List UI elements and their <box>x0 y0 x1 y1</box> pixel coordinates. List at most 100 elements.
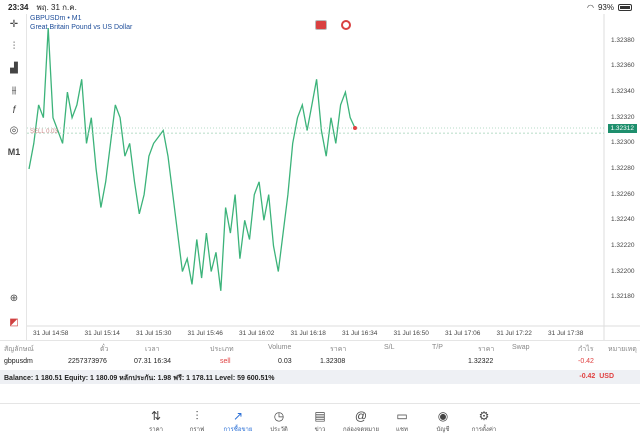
balance-bar: Balance: 1 180.51 Equity: 1 180.09 หลักป… <box>0 370 640 384</box>
row-current-price: 1.32322 <box>468 358 494 365</box>
time-tick-label: 31 Jul 17:38 <box>548 330 584 337</box>
nav-history[interactable]: ◷ ประวัติ <box>259 408 299 434</box>
one-click-icon[interactable]: ◩ <box>9 316 19 328</box>
time-tick-label: 31 Jul 16:02 <box>239 330 275 337</box>
nav-mailbox[interactable]: @ กล่องจดหมาย <box>341 408 381 434</box>
price-tick-label: 1.32300 <box>611 139 635 147</box>
header-time: เวลา <box>145 346 160 353</box>
news-icon: ▤ <box>314 409 326 423</box>
positions-table-header: สัญลักษณ์ ตั๋ว เวลา ประเภท Volume ราคา S… <box>0 340 640 354</box>
time-tick-label: 31 Jul 17:22 <box>496 330 532 337</box>
nav-account[interactable]: ◉ บัญชี <box>423 408 463 434</box>
chart-symbol: GBPUSDm • M1 <box>30 15 82 22</box>
price-tick-label: 1.32280 <box>611 165 635 172</box>
header-current-price: ราคา <box>478 346 495 353</box>
header-tp: T/P <box>432 344 443 351</box>
nav-label: การตั้งค่า <box>471 427 497 433</box>
header-type: ประเภท <box>210 346 234 353</box>
header-sl: S/L <box>384 344 395 351</box>
row-type: sell <box>220 358 231 365</box>
row-symbol: gbpusdm <box>4 358 33 365</box>
nav-label: แชท <box>396 427 408 433</box>
time-tick-label: 31 Jul 17:06 <box>445 330 481 337</box>
price-tick-label: 1.32360 <box>611 62 635 70</box>
nav-label: บัญชี <box>436 427 450 433</box>
balance-text: Balance: 1 180.51 Equity: 1 180.09 หลักป… <box>4 375 275 382</box>
time-tick-label: 31 Jul 15:14 <box>84 330 120 337</box>
settings-icon: ⚙ <box>478 409 490 423</box>
current-price-tag: 1.32312 <box>607 123 637 133</box>
sliders-icon[interactable]: ⫵ <box>11 84 17 96</box>
nav-label: การซื้อขาย <box>223 427 253 433</box>
nav-quotes[interactable]: ⇅ ราคา <box>136 408 176 434</box>
row-volume: 0.03 <box>278 358 292 365</box>
candles-icon[interactable]: ⫶ <box>12 40 16 52</box>
nav-news[interactable]: ▤ ข่าว <box>300 408 340 434</box>
status-date: พฤ. 31 ก.ค. <box>36 2 77 12</box>
time-tick-label: 31 Jul 16:18 <box>290 330 326 337</box>
total-profit: -0.42 <box>579 373 596 380</box>
nav-label: กราฟ <box>189 427 205 433</box>
nav-label: กล่องจดหมาย <box>342 427 380 433</box>
header-volume: Volume <box>268 344 292 351</box>
status-right: ◠ 93% <box>587 3 632 12</box>
price-tick-label: 1.32200 <box>611 267 635 275</box>
chat-icon: ▭ <box>396 409 408 423</box>
currency-label: USD <box>599 373 614 380</box>
nav-charts[interactable]: ⫶ กราฟ <box>177 408 217 434</box>
time-tick-label: 31 Jul 16:34 <box>342 330 378 337</box>
price-tick-label: 1.32220 <box>611 241 635 249</box>
status-bar: 23:34 พฤ. 31 ก.ค. ◠ 93% <box>0 0 640 14</box>
time-tick-label: 31 Jul 16:50 <box>393 330 429 337</box>
nav-label: ข่าว <box>314 427 326 433</box>
price-chart[interactable] <box>27 14 640 340</box>
battery-icon <box>618 3 632 11</box>
crosshair-icon[interactable]: ✛ <box>9 18 19 30</box>
timeframe-button[interactable]: M1 <box>7 147 21 157</box>
row-price: 1.32308 <box>320 358 346 365</box>
header-symbol: สัญลักษณ์ <box>4 346 34 353</box>
timer-icon[interactable] <box>341 20 351 30</box>
charts-icon: ⫶ <box>195 409 199 423</box>
price-line-series <box>28 27 356 291</box>
position-row[interactable]: gbpusdm 2257373976 07.31 16:34 sell 0.03… <box>0 355 640 369</box>
time-tick-label: 31 Jul 15:30 <box>136 330 172 337</box>
nav-label: ประวัติ <box>270 427 288 433</box>
account-icon: ◉ <box>437 409 449 423</box>
function-icon[interactable]: f <box>12 104 16 116</box>
nav-settings[interactable]: ⚙ การตั้งค่า <box>464 408 504 434</box>
trade-icon: ↗ <box>232 409 244 423</box>
wifi-icon: ◠ <box>587 2 594 12</box>
indicators-icon[interactable]: ▟ <box>10 62 18 74</box>
last-price-dot <box>353 125 357 130</box>
price-tick-label: 1.32240 <box>611 216 635 224</box>
header-profit: กำไร <box>578 346 594 353</box>
price-tick-label: 1.32260 <box>611 190 635 198</box>
row-time: 07.31 16:34 <box>134 358 171 365</box>
price-tick-label: 1.32380 <box>611 36 635 44</box>
nav-label: ราคา <box>149 427 163 433</box>
chart-description: Great Britain Pound vs US Dollar <box>30 24 133 31</box>
price-tick-label: 1.32340 <box>611 88 635 96</box>
objects-icon[interactable]: ◎ <box>9 124 19 136</box>
flag-icon[interactable] <box>315 20 327 30</box>
price-tick-label: 1.32320 <box>611 113 635 121</box>
row-profit: -0.42 <box>578 358 594 365</box>
price-tick-label: 1.32180 <box>611 293 635 301</box>
header-price: ราคา <box>330 346 347 353</box>
mailbox-icon: @ <box>354 409 368 423</box>
zoom-icon[interactable]: ⊕ <box>9 292 19 304</box>
nav-trade[interactable]: ↗ การซื้อขาย <box>218 408 258 434</box>
status-time: 23:34 <box>8 2 29 12</box>
header-comment: หมายเหตุ <box>608 346 637 353</box>
time-tick-label: 31 Jul 14:58 <box>33 330 69 337</box>
battery-percent: 93% <box>597 2 614 12</box>
bottom-nav: ⇅ ราคา ⫶ กราฟ ↗ การซื้อขาย ◷ ประวัติ ▤ ข่าว @ กล่อง… <box>0 403 640 447</box>
left-toolbar: ✛ ⫶ ▟ ⫵ f ◎ M1 ⊕ ◩ <box>0 14 27 340</box>
nav-chat[interactable]: ▭ แชท <box>382 408 422 434</box>
chart-area[interactable]: GBPUSDm • M1 Great Britain Pound vs US D… <box>27 14 640 340</box>
time-tick-label: 31 Jul 15:46 <box>187 330 223 337</box>
header-swap: Swap <box>512 344 530 351</box>
header-ticket: ตั๋ว <box>100 346 109 353</box>
balance-profit: -0.42 USD <box>579 373 614 380</box>
